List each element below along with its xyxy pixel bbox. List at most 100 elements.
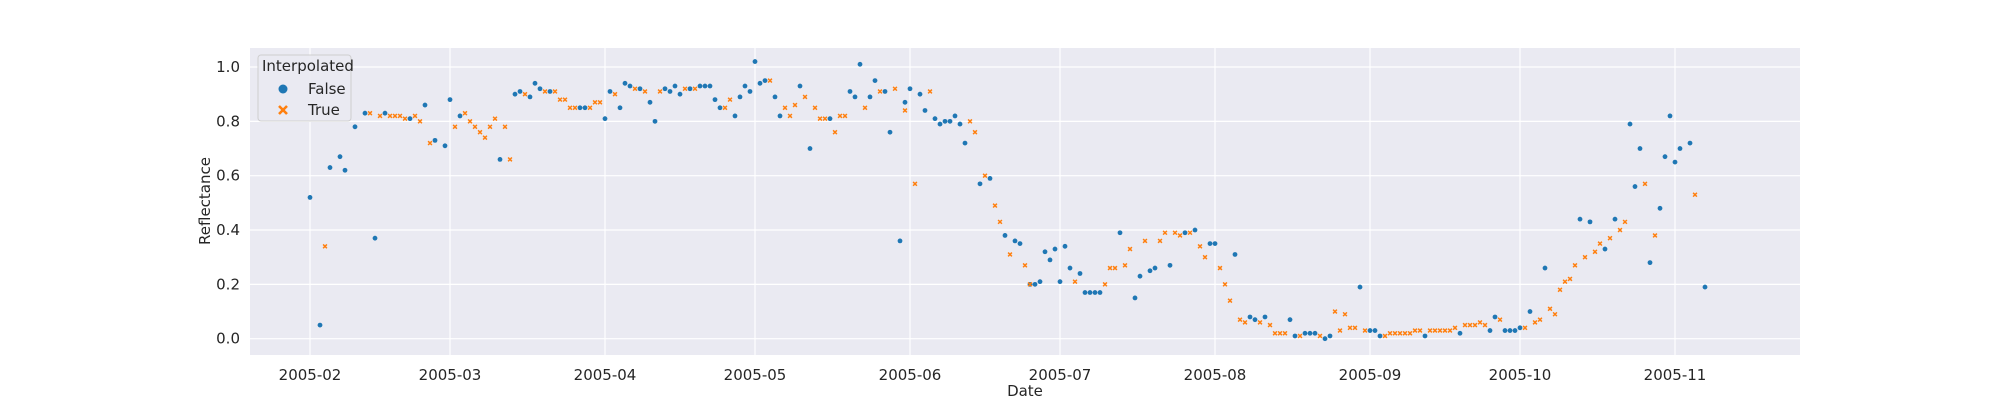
data-point-false [1232, 252, 1238, 257]
data-point-false [637, 86, 643, 92]
data-point-true [1607, 235, 1613, 241]
data-point-true [682, 86, 688, 92]
data-point-false [652, 118, 658, 124]
data-point-true [587, 105, 593, 111]
data-point-true [1267, 322, 1273, 328]
data-point-true [812, 105, 818, 111]
data-point-true [692, 86, 698, 92]
y-tick-label: 0.6 [216, 167, 240, 185]
y-tick-labels: 0.0 0.2 0.4 0.6 0.8 1.0 [216, 58, 240, 348]
data-point-false [1612, 216, 1618, 222]
legend-true-marker [278, 105, 288, 115]
data-point-false [422, 102, 428, 108]
data-point-true [1352, 325, 1358, 331]
data-point-false [827, 116, 833, 122]
data-point-false [1192, 227, 1198, 233]
data-point-true [552, 89, 558, 94]
data-point-true [482, 135, 488, 141]
x-axis-label: Date [1007, 382, 1043, 400]
data-point-true [562, 97, 568, 103]
data-point-true [1617, 227, 1623, 233]
data-point-false [882, 89, 888, 94]
data-point-true [1497, 317, 1503, 323]
data-point-false [1542, 265, 1548, 271]
data-point-false [1287, 317, 1293, 323]
x-tick-label: 2005-10 [1489, 366, 1552, 384]
data-point-false [1667, 113, 1673, 119]
data-point-true [1282, 330, 1288, 336]
data-point-false [1082, 290, 1088, 295]
data-point-true [1022, 262, 1028, 268]
data-point-true [832, 129, 838, 135]
data-point-false [372, 235, 378, 241]
data-point-false [1182, 230, 1188, 236]
data-point-true [1572, 262, 1578, 268]
data-point-false [582, 105, 588, 111]
data-point-false [622, 80, 628, 86]
data-point-false [942, 118, 948, 124]
data-point-true [1692, 192, 1698, 198]
data-point-true [1237, 317, 1243, 323]
data-point-false [1487, 328, 1493, 333]
data-point-true [802, 94, 808, 100]
data-point-false [1512, 328, 1518, 333]
data-point-false [1292, 333, 1298, 339]
data-point-true [1347, 325, 1353, 331]
data-point-true [1332, 309, 1338, 314]
data-point-false [752, 59, 758, 64]
data-point-true [822, 116, 828, 122]
data-point-false [1672, 159, 1678, 165]
data-point-true [1412, 328, 1418, 333]
data-point-false [1032, 281, 1038, 287]
x-tick-label: 2005-06 [879, 366, 942, 384]
data-point-false [1147, 268, 1153, 274]
data-point-false [932, 116, 938, 122]
data-point-true [557, 97, 563, 103]
data-point-false [1517, 325, 1523, 331]
data-point-true [1277, 330, 1283, 336]
data-point-true [1582, 254, 1588, 260]
data-point-false [512, 91, 518, 97]
data-point-false [872, 78, 878, 84]
data-point-true [1532, 319, 1538, 325]
data-point-false [1457, 330, 1463, 336]
data-point-true [1567, 276, 1573, 282]
data-point-false [962, 140, 968, 146]
data-point-false [1017, 241, 1023, 247]
data-point-true [387, 113, 393, 119]
data-point-false [1047, 257, 1053, 263]
data-point-true [1387, 330, 1393, 336]
x-tick-labels: 2005-02 2005-03 2005-04 2005-05 2005-06 2005-… [279, 366, 1707, 384]
data-point-false [1212, 241, 1218, 247]
data-point-false [747, 89, 753, 94]
data-point-false [1117, 230, 1123, 236]
data-point-false [342, 167, 348, 173]
data-point-false [1252, 317, 1258, 323]
data-point-true [392, 113, 398, 119]
data-point-false [532, 80, 538, 86]
data-point-false [702, 83, 708, 89]
data-point-true [612, 91, 618, 97]
data-point-false [1002, 233, 1008, 238]
data-point-false [1302, 330, 1308, 336]
data-point-false [742, 83, 748, 89]
data-point-true [377, 113, 383, 119]
data-point-false [922, 108, 928, 113]
data-point-false [677, 91, 683, 97]
data-point-false [1137, 273, 1143, 279]
data-point-true [1112, 265, 1118, 271]
data-point-true [912, 181, 918, 187]
data-point-true [992, 203, 998, 209]
data-point-false [1097, 290, 1103, 295]
data-point-true [412, 113, 418, 119]
data-point-false [867, 94, 873, 100]
data-point-false [887, 129, 893, 135]
data-point-true [397, 113, 403, 119]
legend-title: Interpolated [262, 57, 354, 75]
data-point-false [907, 86, 913, 92]
data-point-true [642, 89, 648, 94]
data-point-false [1657, 205, 1663, 211]
data-point-false [1677, 146, 1683, 151]
data-point-true [1562, 279, 1568, 285]
data-point-false [947, 118, 953, 124]
